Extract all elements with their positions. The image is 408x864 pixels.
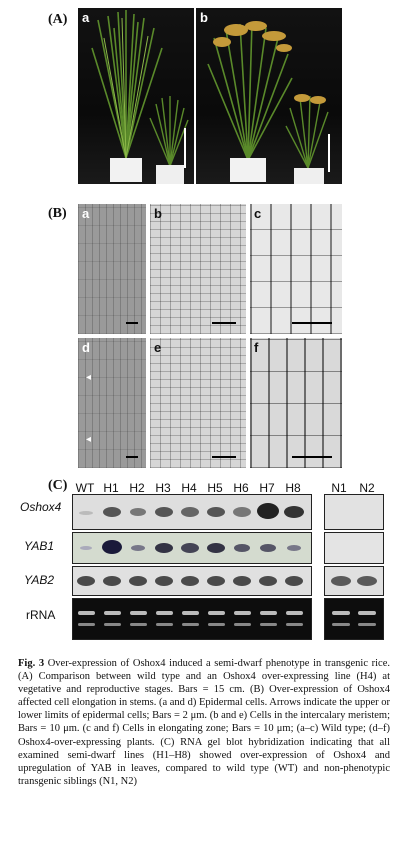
scale-bar [292,322,332,324]
blot-oshox4-controls [324,494,384,530]
panel-b-label: (B) [48,206,67,221]
blot-row-label: YAB1 [24,539,55,553]
subpanel-label: a [82,206,90,221]
blot-yab1-controls [324,532,384,564]
rice-plants-reproductive-image [207,21,329,184]
scale-bar [184,128,186,168]
lane-label: H7 [259,481,275,495]
panel-a-label: (A) [48,12,68,27]
micrograph-oshox4-intercalary-meristem: e [150,338,246,468]
figure-number: Fig. 3 [18,658,45,669]
subpanel-label: a [82,10,90,25]
lane-label: WT [75,481,95,495]
figure-caption: Fig. 3 Over-expression of Oshox4 induced… [18,657,390,788]
micrograph-oshox4-epidermal: d ◂ ◂ [78,338,146,468]
micrograph-oshox4-elongating-zone: f [250,338,342,468]
blot-row-label: YAB2 [24,573,55,587]
scale-bar [126,456,138,458]
lane-label: H3 [155,481,171,495]
scale-bar [126,322,138,324]
blot-yab1 [72,532,312,564]
panel-c-label: (C) [48,478,68,493]
lane-label: H6 [233,481,249,495]
caption-text: Over-expression of Oshox4 induced a semi… [18,658,390,787]
blot-oshox4 [72,494,312,530]
blot-row-label: rRNA [26,608,56,622]
lane-label: N1 [331,481,347,495]
lane-label: N2 [359,481,375,495]
scale-bar [212,322,236,324]
subpanel-label: f [254,340,259,355]
panel-a-photo-vegetative: a [78,8,194,184]
arrow-icon: ◂ [86,434,92,445]
lane-label: H2 [129,481,145,495]
micrograph-wt-elongating-zone: c [250,204,342,334]
arrow-icon: ◂ [86,372,92,383]
rice-plants-vegetative-image [91,10,189,184]
blot-row-label: Oshox4 [20,500,62,514]
subpanel-label: b [154,206,162,221]
lane-label: H4 [181,481,197,495]
lane-label: H5 [207,481,223,495]
subpanel-label: e [154,340,162,355]
lane-label: H8 [285,481,301,495]
scale-bar [212,456,236,458]
gel-rrna-controls [324,598,384,640]
panel-a-photo-reproductive: b [196,8,342,184]
blot-yab2-controls [324,566,384,596]
lane-label: H1 [103,481,119,495]
scale-bar [292,456,332,458]
subpanel-label: d [82,340,90,355]
subpanel-label: b [200,10,208,25]
micrograph-wt-intercalary-meristem: b [150,204,246,334]
gel-rrna [72,598,312,640]
micrograph-wt-epidermal: a [78,204,146,334]
subpanel-label: c [254,206,262,221]
scale-bar [328,134,330,172]
blot-yab2 [72,566,312,596]
